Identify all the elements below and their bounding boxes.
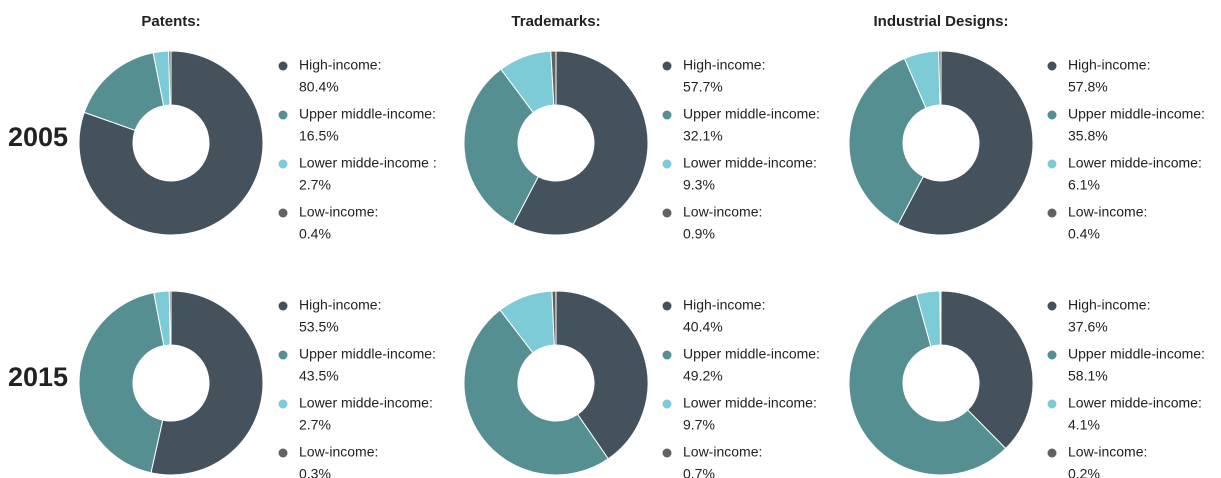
data-label: 53.5% [299, 319, 339, 335]
legend-label: Lower midde-income: [1068, 155, 1202, 171]
legend-label: Upper middle-income: [299, 346, 436, 362]
legend-marker [278, 110, 288, 120]
legend-marker [1047, 350, 1057, 360]
legend-label: Low-income: [299, 444, 378, 460]
legend-label: High-income: [299, 57, 381, 73]
data-label: 32.1% [683, 128, 723, 144]
data-label: 40.4% [683, 319, 723, 335]
legend-marker [1047, 448, 1057, 458]
data-label: 9.7% [683, 417, 715, 433]
legend-label: High-income: [299, 297, 381, 313]
data-label: 0.4% [299, 226, 331, 242]
legend-label: Upper middle-income: [1068, 346, 1205, 362]
legend-marker [662, 110, 672, 120]
donut-segment [897, 50, 1034, 236]
data-label: 0.9% [683, 226, 715, 242]
legend-marker [662, 159, 672, 169]
data-label: 43.5% [299, 368, 339, 384]
legend-label: High-income: [683, 297, 765, 313]
donut-segment [848, 57, 927, 226]
data-label: 0.7% [683, 466, 715, 478]
legend-marker [278, 61, 288, 71]
donut-segment [512, 50, 649, 236]
legend-marker [1047, 301, 1057, 311]
row-label: 2005 [8, 122, 68, 152]
legend-marker [662, 399, 672, 409]
donut-segment [463, 309, 609, 476]
legend-label: High-income: [683, 57, 765, 73]
donut-segment [168, 290, 172, 346]
legend-marker [278, 399, 288, 409]
donut-segment [150, 290, 264, 476]
donut-segment [939, 290, 942, 346]
legend-label: Upper middle-income: [299, 106, 436, 122]
legend-marker [278, 301, 288, 311]
row-label: 2015 [8, 362, 68, 392]
data-label: 57.7% [683, 79, 723, 95]
legend-label: Upper middle-income: [683, 106, 820, 122]
legend-marker [662, 350, 672, 360]
donut-segment [78, 292, 165, 474]
legend-marker [278, 208, 288, 218]
legend-marker [278, 350, 288, 360]
legend-marker [662, 208, 672, 218]
legend-marker [662, 61, 672, 71]
donut-segment [555, 290, 649, 460]
legend-label: Lower midde-income: [683, 395, 817, 411]
donut-segment [940, 290, 1034, 450]
legend-label: Upper middle-income: [683, 346, 820, 362]
data-label: 57.8% [1068, 79, 1108, 95]
legend-label: Lower midde-income : [299, 155, 437, 171]
legend-label: Low-income: [1068, 204, 1147, 220]
data-label: 0.3% [299, 466, 331, 478]
data-label: 9.3% [683, 177, 715, 193]
legend-marker [1047, 159, 1057, 169]
legend-marker [1047, 110, 1057, 120]
data-label: 0.2% [1068, 466, 1100, 478]
legend-label: High-income: [1068, 297, 1150, 313]
legend-marker [662, 301, 672, 311]
legend-label: Low-income: [683, 204, 762, 220]
data-label: 37.6% [1068, 319, 1108, 335]
data-label: 4.1% [1068, 417, 1100, 433]
data-label: 35.8% [1068, 128, 1108, 144]
legend-marker [1047, 399, 1057, 409]
data-label: 2.7% [299, 177, 331, 193]
donut-segment [848, 293, 1007, 476]
legend-label: Lower midde-income: [683, 155, 817, 171]
data-label: 80.4% [299, 79, 339, 95]
legend-marker [662, 448, 672, 458]
donut-segment [463, 68, 539, 226]
legend-label: Low-income: [299, 204, 378, 220]
column-title: Trademarks: [511, 13, 600, 30]
data-label: 58.1% [1068, 368, 1108, 384]
data-label: 49.2% [683, 368, 723, 384]
legend-marker [278, 448, 288, 458]
legend-label: Lower midde-income: [1068, 395, 1202, 411]
legend-label: High-income: [1068, 57, 1150, 73]
legend-marker [1047, 61, 1057, 71]
column-title: Patents: [141, 13, 200, 30]
column-title: Industrial Designs: [873, 13, 1008, 30]
data-label: 0.4% [1068, 226, 1100, 242]
legend-label: Low-income: [1068, 444, 1147, 460]
donut-segment [168, 50, 172, 106]
data-label: 6.1% [1068, 177, 1100, 193]
data-label: 2.7% [299, 417, 331, 433]
legend-label: Lower midde-income: [299, 395, 433, 411]
donut-segment [78, 50, 264, 236]
legend-label: Low-income: [683, 444, 762, 460]
data-label: 16.5% [299, 128, 339, 144]
legend-marker [1047, 208, 1057, 218]
legend-marker [278, 159, 288, 169]
donut-segment [550, 50, 557, 106]
donut-segment [551, 290, 557, 346]
legend-label: Upper middle-income: [1068, 106, 1205, 122]
donut-segment [938, 50, 942, 106]
